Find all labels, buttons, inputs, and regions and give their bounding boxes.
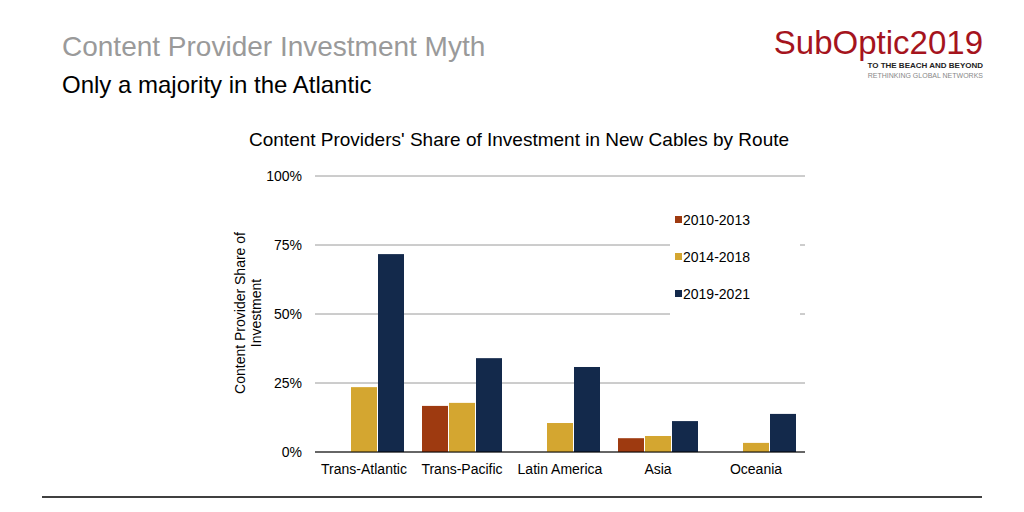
bar [351,387,377,452]
y-tick-label: 100% [266,168,302,184]
y-tick-label: 50% [274,306,302,322]
legend-label: 2014-2018 [683,249,750,265]
bar [645,436,671,452]
footer-rule [42,496,982,498]
slide-subheading: Only a majority in the Atlantic [62,71,371,98]
bar [672,421,698,452]
x-tick-label: Trans-Pacific [421,461,502,477]
slide-canvas: Content Provider Investment Myth Only a m… [0,0,1024,512]
legend-label: 2019-2021 [683,286,750,302]
y-tick-label: 75% [274,237,302,253]
bar [422,406,448,452]
x-tick-label: Oceania [730,461,782,477]
bar [574,367,600,452]
x-tick-label: Trans-Atlantic [321,461,407,477]
x-tick-label: Latin America [518,461,603,477]
legend-label: 2010-2013 [683,212,750,228]
bar [378,254,404,452]
legend-swatch [675,253,682,260]
y-axis-label: Content Provider Share of Investment [232,218,264,408]
y-tick-label: 25% [274,375,302,391]
x-axis-line [315,451,805,452]
x-tick-label: Asia [644,461,671,477]
y-tick-label: 0% [282,444,302,460]
bar [476,358,502,452]
logo-motto: RETHINKING GLOBAL NETWORKS [868,72,984,79]
bar [743,443,769,452]
logo-tagline: TO THE BEACH AND BEYOND [867,61,983,70]
grid-line [315,452,805,453]
bar [449,403,475,452]
bar [618,438,644,452]
bar [547,423,573,452]
slide-heading: Content Provider Investment Myth [62,31,485,62]
legend-swatch [675,290,682,297]
grid-line [315,176,805,177]
legend-box [670,203,800,318]
logo-name: SubOptic2019 [774,24,983,61]
bar [770,414,796,452]
chart-title: Content Providers' Share of Investment i… [249,129,789,150]
legend-swatch [675,216,682,223]
